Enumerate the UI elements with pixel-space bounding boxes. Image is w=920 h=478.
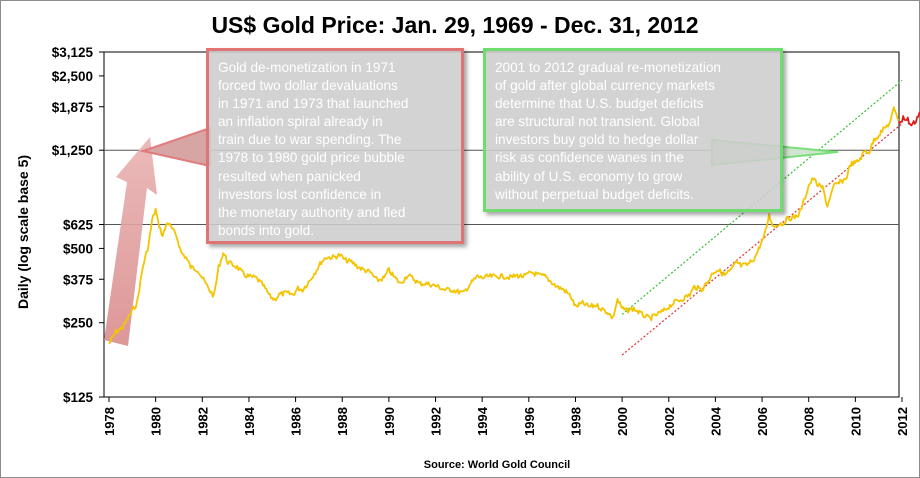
bubble-arrow-annotation: [104, 137, 157, 346]
y-tick-label: $250: [63, 316, 93, 331]
y-tick-label: $375: [63, 272, 94, 287]
annotation-remonetization: 2001 to 2012 gradual re-monetization of …: [483, 48, 783, 212]
trend-line: [621, 79, 903, 315]
x-axis: 1978 1980 1982 1984 1986 1988 1990 1992 1994 1996…: [102, 397, 910, 436]
y-tick-label: $1,875: [52, 100, 94, 115]
x-tick-label: 2006: [755, 407, 770, 436]
x-tick-label: 1978: [102, 407, 117, 436]
chart-title: US$ Gold Price: Jan. 29, 1969 - Dec. 31,…: [211, 12, 698, 38]
y-axis: $125 $250 $375 $500 $625 $1,250 $1,875 $2,500 $3…: [52, 45, 104, 405]
x-tick-label: 1990: [382, 407, 397, 436]
x-tick-label: 2004: [708, 406, 723, 436]
y-tick-label: $500: [63, 241, 93, 256]
x-tick-label: 1998: [568, 407, 583, 436]
x-tick-label: 1986: [289, 407, 304, 436]
source-note: Source: World Gold Council: [424, 459, 570, 471]
x-tick-label: 2008: [802, 407, 817, 436]
y-tick-label: $3,125: [52, 45, 94, 60]
price-line: [897, 111, 920, 127]
x-tick-label: 1988: [335, 407, 350, 436]
x-tick-label: 1982: [195, 407, 210, 436]
y-tick-label: $1,250: [52, 143, 93, 158]
x-tick-label: 2010: [848, 407, 863, 436]
annotation-demonetization: Gold de-monetization in 1971 forced two …: [206, 48, 464, 244]
x-tick-label: 1984: [242, 406, 257, 436]
x-tick-label: 2012: [895, 407, 910, 436]
y-axis-label: Daily (log scale base 5): [15, 155, 31, 309]
price-line: [108, 106, 900, 345]
x-tick-label: 2000: [615, 407, 630, 436]
x-tick-label: 1992: [429, 407, 444, 436]
y-tick-label: $625: [63, 218, 94, 233]
x-tick-label: 2002: [662, 407, 677, 436]
y-tick-label: $2,500: [52, 69, 93, 84]
x-tick-label: 1994: [475, 406, 490, 436]
x-tick-label: 1996: [522, 407, 537, 436]
y-tick-label: $125: [63, 390, 94, 405]
x-tick-label: 1980: [149, 407, 164, 436]
price-series: [108, 106, 920, 345]
